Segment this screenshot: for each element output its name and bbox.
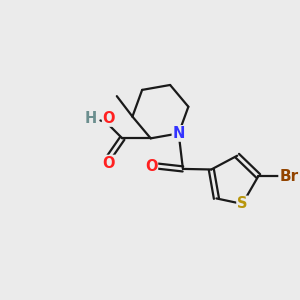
Text: Br: Br	[279, 169, 298, 184]
Text: S: S	[237, 196, 247, 211]
Text: O: O	[145, 159, 158, 174]
Text: O: O	[103, 156, 115, 171]
Text: H: H	[85, 111, 97, 126]
Text: O: O	[103, 111, 115, 126]
Text: N: N	[172, 126, 185, 141]
